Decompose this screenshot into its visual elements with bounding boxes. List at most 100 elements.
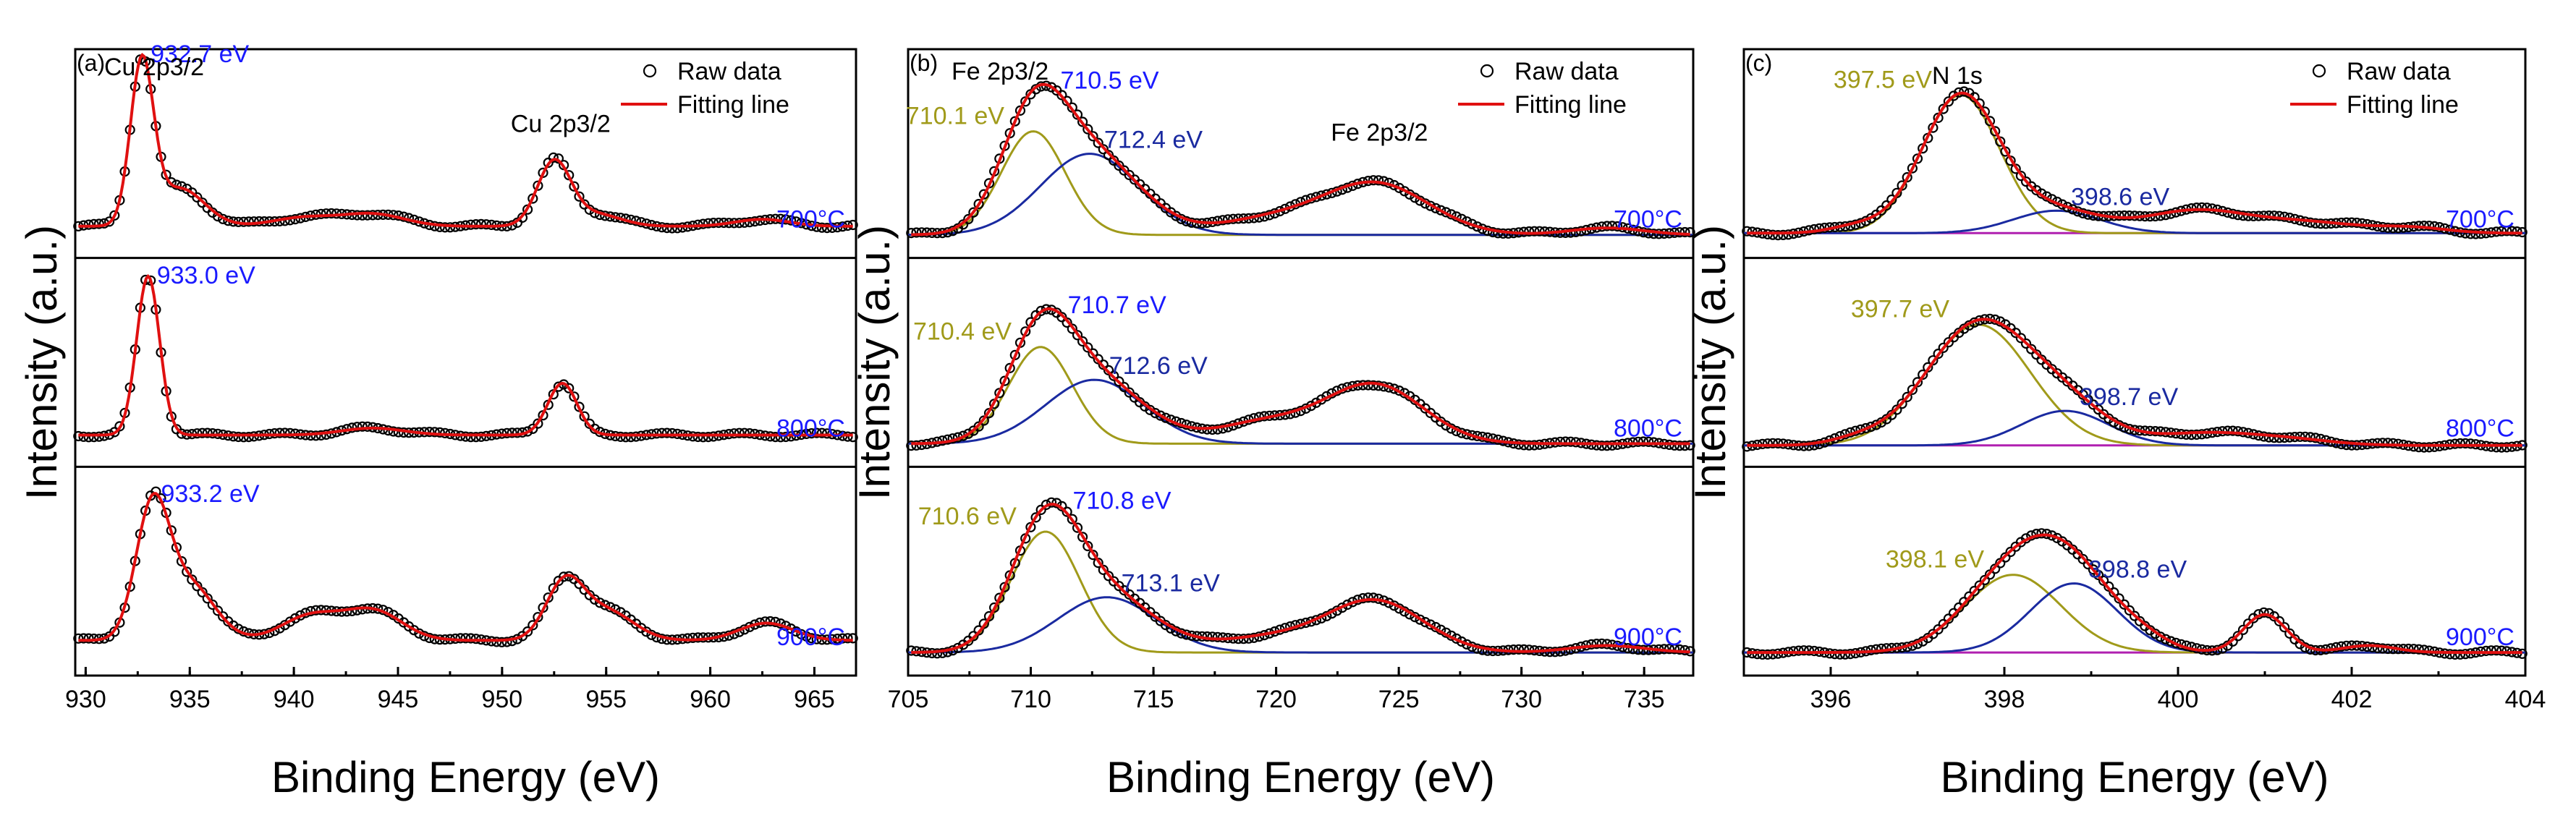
raw-data-point [2268,210,2279,221]
raw-data-point [1669,440,1680,451]
raw-data-point [1114,376,1124,387]
raw-data-point [2496,226,2507,237]
raw-data-point [574,579,585,589]
raw-data-point [1493,228,1504,239]
raw-data-point [963,428,974,439]
raw-data-point [1550,647,1561,657]
raw-data-point [274,427,285,438]
raw-data-point [197,427,208,438]
raw-data-point [999,375,1010,386]
raw-data-point [2460,228,2471,239]
raw-data-point [574,191,585,202]
raw-data-point [1803,645,1815,656]
raw-data-point [1077,532,1088,542]
raw-data-point [2512,226,2522,237]
secondary-peak-annotation: Cu 2p3/2 [511,111,611,138]
raw-data-point [1990,126,2001,137]
legend-fit-label: Fitting line [1514,91,1627,119]
raw-data-point [2083,558,2093,570]
raw-data-point [1565,436,1576,447]
panel-frame [74,48,857,677]
x-axis-label: Binding Energy (eV) [271,753,660,801]
raw-data-point [192,428,203,439]
x-axis-label: Binding Energy (eV) [1106,753,1495,801]
raw-data-point [1990,563,2001,574]
panel-title-label: N 1s [1932,62,1983,90]
raw-data-point [496,637,507,647]
raw-data-point [2470,229,2481,239]
raw-data-point [2346,440,2357,451]
raw-data-point [2454,438,2466,449]
raw-data-point [2005,546,2016,558]
raw-data-point [1389,383,1399,394]
raw-data-point [2418,442,2430,453]
raw-data-point [543,157,554,169]
x-tick-label: 945 [378,686,419,713]
fit-component [1744,209,2525,234]
raw-data-point [932,648,943,659]
raw-data-point [2129,610,2140,621]
raw-data-point [2486,645,2496,656]
raw-data-point [1524,226,1535,237]
raw-data-point [2496,645,2507,656]
raw-data-point [1829,649,1840,660]
raw-data-point [744,217,755,228]
raw-data-point [2465,229,2476,239]
raw-data-point [816,427,828,438]
raw-data-point [1912,153,1923,164]
raw-data-point [968,631,979,642]
raw-data-point [2026,344,2037,354]
raw-data-point [2191,203,2202,213]
raw-data-point [916,227,927,238]
raw-data-point [1243,633,1254,644]
raw-data-point [269,427,280,439]
raw-data-point [528,620,538,631]
raw-data-point [821,223,833,234]
raw-data-point [1067,323,1077,334]
raw-data-point [2160,634,2171,644]
raw-data-point [1886,194,1897,205]
raw-data-point [109,427,120,438]
raw-data-point [2243,618,2254,629]
raw-data-point [1974,580,1985,591]
raw-data-point [739,427,750,438]
raw-data-point [1030,512,1041,523]
raw-data-point [1773,230,1784,241]
raw-data-point [1119,381,1130,393]
raw-data-point [1902,391,1912,403]
raw-data-point [1109,155,1119,166]
raw-data-point [1632,644,1643,655]
raw-data-point [708,218,719,229]
raw-data-point [388,426,399,437]
raw-data-point [1067,514,1077,524]
component-a-label: 710.1 eV [906,103,1004,130]
raw-data-point [176,556,187,567]
raw-data-point [1954,602,1965,613]
raw-data-point [1555,436,1566,447]
raw-data-point [2501,442,2512,453]
raw-data-point [2424,221,2435,231]
panel-1: 705 710 715 720 725 730 735 Binding Energy (eV)… [850,48,1695,801]
raw-data-point [1679,440,1690,451]
raw-data-point [243,431,254,443]
x-tick-label: 955 [585,686,627,713]
raw-data-point [1752,649,1763,660]
temperature-label: 800°C [1614,414,1682,442]
component-a-label: 710.4 eV [913,318,1012,346]
raw-data-point [780,431,792,443]
raw-data-point [1586,639,1597,650]
raw-data-point [2036,528,2047,539]
raw-data-point [1077,336,1088,347]
raw-data-point [821,428,833,439]
raw-data-point [692,431,703,443]
temperature-label: 900°C [2446,623,2514,651]
raw-data-point [2388,223,2399,234]
raw-data-point [1606,440,1618,451]
raw-data-point [315,430,326,441]
legend-raw-label: Raw data [1514,58,1619,85]
raw-data-point [429,427,440,438]
raw-data-point [1212,631,1223,642]
raw-data-point [475,218,487,229]
fitting-line [78,492,853,642]
raw-data-point [2460,649,2471,660]
